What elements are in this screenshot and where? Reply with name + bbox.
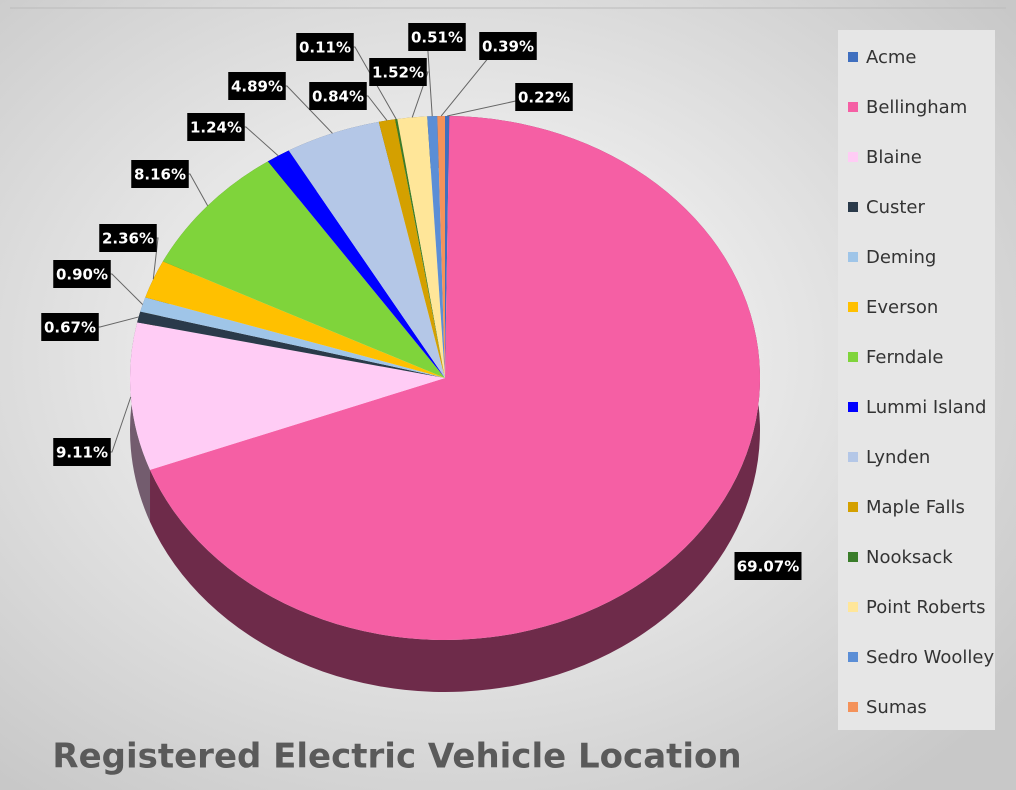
slice [437, 116, 445, 378]
legend-label: Maple Falls [866, 497, 965, 518]
label-box [734, 552, 802, 580]
legend-swatch [848, 402, 858, 412]
slice [129, 322, 445, 470]
data-label: 2.36% [102, 230, 154, 248]
legend-swatch [848, 252, 858, 262]
data-label: 8.16% [134, 166, 186, 184]
slice [427, 116, 445, 378]
label-box [296, 33, 354, 61]
slice [137, 311, 445, 378]
slice [395, 119, 445, 379]
slice [267, 150, 445, 378]
legend-label: Sedro Woolley [866, 647, 995, 668]
data-label: 1.52% [372, 64, 424, 82]
legend-label: Everson [866, 297, 938, 318]
legend-label: Point Roberts [866, 597, 985, 618]
legend-label: Bellingham [866, 97, 967, 118]
data-label: 4.89% [231, 78, 283, 96]
data-label: 0.90% [56, 266, 108, 284]
legend-swatch [848, 602, 858, 612]
data-label: 0.39% [482, 38, 534, 56]
pie [129, 116, 761, 693]
data-label: 0.11% [299, 39, 351, 57]
legend-swatch [848, 502, 858, 512]
slice [378, 119, 445, 379]
data-label: 0.51% [411, 29, 463, 47]
legend-swatch [848, 52, 858, 62]
labels: 0.22% 69.07% 9.11% 0.67% 0.90% 2.36% 8.16% 1.24… [41, 23, 802, 580]
data-label: 1.24% [190, 119, 242, 137]
legend-label: Acme [866, 47, 917, 68]
legend: Acme Bellingham Blaine Custer Deming Everson F… [848, 47, 995, 718]
label-box [515, 83, 573, 111]
legend-label: Deming [866, 247, 936, 268]
legend-swatch [848, 352, 858, 362]
legend-box [838, 30, 995, 730]
slice [162, 161, 446, 378]
data-label: 0.84% [312, 88, 364, 106]
data-label: 0.67% [44, 319, 96, 337]
slice [145, 261, 446, 378]
legend-swatch [848, 452, 858, 462]
slice [288, 121, 445, 379]
legend-swatch [848, 552, 858, 562]
slice [445, 116, 450, 378]
legend-swatch [848, 102, 858, 112]
label-box [309, 82, 367, 110]
legend-swatch [848, 702, 858, 712]
legend-swatch [848, 202, 858, 212]
label-box [53, 438, 111, 466]
slice [150, 116, 761, 641]
label-box [131, 160, 189, 188]
slice [140, 297, 445, 378]
legend-label: Sumas [866, 697, 927, 718]
label-box [53, 260, 111, 288]
legend-label: Lynden [866, 447, 930, 468]
label-box [408, 23, 466, 51]
label-box [369, 58, 427, 86]
legend-label: Custer [866, 197, 925, 218]
slice [397, 116, 445, 378]
legend-label: Blaine [866, 147, 922, 168]
legend-label: Lummi Island [866, 397, 986, 418]
legend-swatch [848, 302, 858, 312]
label-box [41, 313, 99, 341]
legend-swatch [848, 152, 858, 162]
data-label: 69.07% [737, 558, 799, 576]
label-box [99, 224, 157, 252]
legend-swatch [848, 652, 858, 662]
chart-title: Registered Electric Vehicle Location [52, 737, 741, 777]
label-box [479, 32, 537, 60]
label-box [228, 72, 286, 100]
legend-label: Nooksack [866, 547, 953, 568]
data-label: 0.22% [518, 89, 570, 107]
data-label: 9.11% [56, 444, 108, 462]
legend-label: Ferndale [866, 347, 943, 368]
label-box [187, 113, 245, 141]
